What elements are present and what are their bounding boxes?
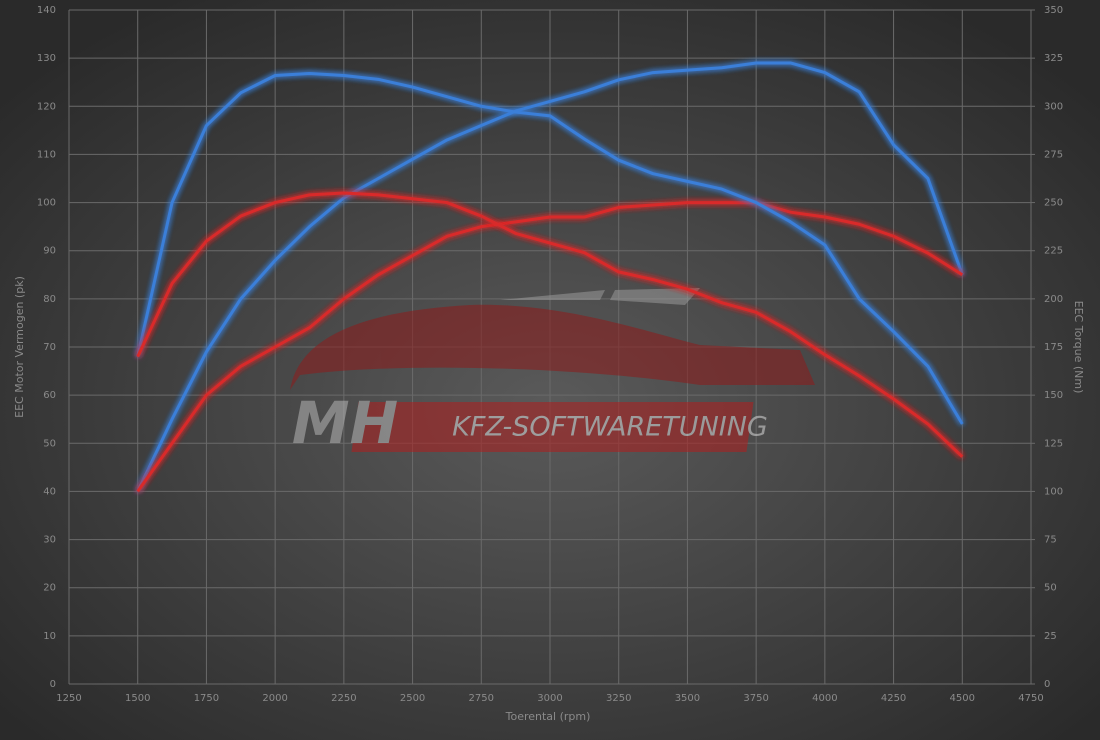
y-tick-label: 0 xyxy=(50,679,56,690)
y-tick-label: 40 xyxy=(43,486,56,497)
y2-tick-label: 100 xyxy=(1044,486,1063,497)
y-tick-label: 70 xyxy=(43,342,56,353)
y-tick-label: 20 xyxy=(43,583,56,594)
y2-tick-label: 250 xyxy=(1044,198,1063,209)
series-line xyxy=(136,72,964,425)
y-tick-label: 90 xyxy=(43,246,56,257)
y2-tick-label: 350 xyxy=(1044,5,1063,16)
x-tick-label: 1250 xyxy=(56,693,81,704)
y2-tick-label: 300 xyxy=(1044,101,1063,112)
watermark-mh: MH xyxy=(292,389,398,457)
y2-tick-label: 0 xyxy=(1044,679,1050,690)
banner xyxy=(351,402,754,452)
x-tick-label: 3250 xyxy=(606,693,631,704)
x-tick-label: 2250 xyxy=(331,693,356,704)
y-axis-title: EEC Motor Vermogen (pk) xyxy=(13,276,26,418)
series-line xyxy=(136,61,964,493)
y-tick-label: 140 xyxy=(37,5,56,16)
x-tick-label: 1500 xyxy=(125,693,150,704)
x-tick-label: 2000 xyxy=(262,693,287,704)
y2-tick-label: 175 xyxy=(1044,342,1063,353)
y-tick-label: 120 xyxy=(37,101,56,112)
x-tick-label: 2500 xyxy=(400,693,425,704)
y2-tick-label: 200 xyxy=(1044,294,1063,305)
x-tick-label: 4750 xyxy=(1018,693,1043,704)
x-axis-title: Toerental (rpm) xyxy=(505,710,591,723)
y-tick-label: 30 xyxy=(43,535,56,546)
y2-tick-label: 325 xyxy=(1044,53,1063,64)
x-tick-label: 4500 xyxy=(950,693,975,704)
y2-axis-title: EEC Torque (Nm) xyxy=(1072,301,1085,394)
x-tick-label: 3500 xyxy=(675,693,700,704)
watermark: MH KFZ-SOFTWARETUNING xyxy=(290,288,815,457)
series-line xyxy=(136,191,964,458)
grid: 1250 1500 1750 2000 2250 2500 2750 3000 3250 3500… xyxy=(37,5,1063,704)
y2-tick-label: 25 xyxy=(1044,631,1057,642)
y2-tick-label: 225 xyxy=(1044,246,1063,257)
y2-tick-label: 275 xyxy=(1044,149,1063,160)
x-tick-label: 3000 xyxy=(537,693,562,704)
y-tick-label: 10 xyxy=(43,631,56,642)
x-tick-label: 3750 xyxy=(743,693,768,704)
series-line xyxy=(136,201,964,493)
x-tick-label: 2750 xyxy=(469,693,494,704)
x-tick-label: 4250 xyxy=(881,693,906,704)
x-tick-label: 1750 xyxy=(194,693,219,704)
y-tick-label: 80 xyxy=(43,294,56,305)
y-tick-label: 60 xyxy=(43,390,56,401)
x-tick-label: 4000 xyxy=(812,693,837,704)
y2-tick-label: 75 xyxy=(1044,535,1057,546)
y-tick-label: 130 xyxy=(37,53,56,64)
watermark-text: KFZ-SOFTWARETUNING xyxy=(452,412,768,443)
y-tick-label: 50 xyxy=(43,438,56,449)
car-logo xyxy=(290,304,815,390)
car-window xyxy=(500,288,700,305)
y2-tick-label: 150 xyxy=(1044,390,1063,401)
lines xyxy=(136,61,964,493)
y-tick-label: 110 xyxy=(37,149,56,160)
y2-tick-label: 125 xyxy=(1044,438,1063,449)
y-tick-label: 100 xyxy=(37,198,56,209)
y2-tick-label: 50 xyxy=(1044,583,1057,594)
